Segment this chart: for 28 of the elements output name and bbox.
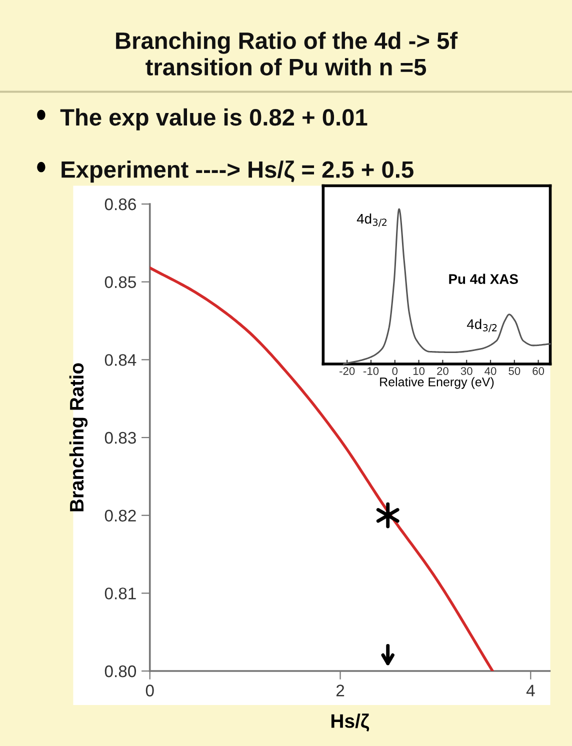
x-tick-label: 30 (460, 367, 472, 375)
x-tick-label: 20 (437, 367, 448, 375)
y-tick-label: 0.80 (104, 665, 136, 678)
annotation: 4d$_{3/2}$ (466, 318, 497, 332)
annotation: Pu 4d XAS (449, 274, 518, 284)
y-tick-label: 0.84 (104, 354, 136, 366)
chart-title: Branching Ratio of the 4d -> 5f transition of Pu with n =5 (116, 32, 458, 76)
x-tick-label: 60 (532, 367, 544, 375)
y-tick-label: 0.85 (104, 276, 136, 288)
x-axis-title: Hs/ζ (331, 714, 370, 732)
text: Experiment ----> Hs/ζ = 2.5 + 0.5 (62, 160, 414, 183)
x-tick-label: 50 (508, 367, 520, 375)
x-tick-label: -20 (340, 367, 355, 375)
annotation: 4d$_{3/2}$ (356, 213, 386, 227)
x-tick-label: 0 (392, 367, 398, 375)
x-tick-label: 10 (413, 367, 425, 375)
y-tick-label: 0.81 (104, 588, 136, 600)
y-axis-title: Branching Ratio (69, 363, 88, 512)
x-tick-label: 4 (526, 684, 535, 696)
y-tick-label: 0.86 (104, 198, 136, 210)
x-tick-label: -10 (363, 367, 379, 375)
x-tick-label: 0 (146, 684, 154, 696)
y-tick-label: 0.82 (104, 510, 136, 522)
x-axis-title: Relative Energy (eV) (380, 377, 494, 389)
x-tick-label: 2 (336, 684, 344, 696)
text: The exp value is 0.82 + 0.01 (60, 108, 368, 130)
y-tick-label: 0.83 (104, 432, 136, 444)
x-tick-label: 40 (484, 367, 496, 375)
